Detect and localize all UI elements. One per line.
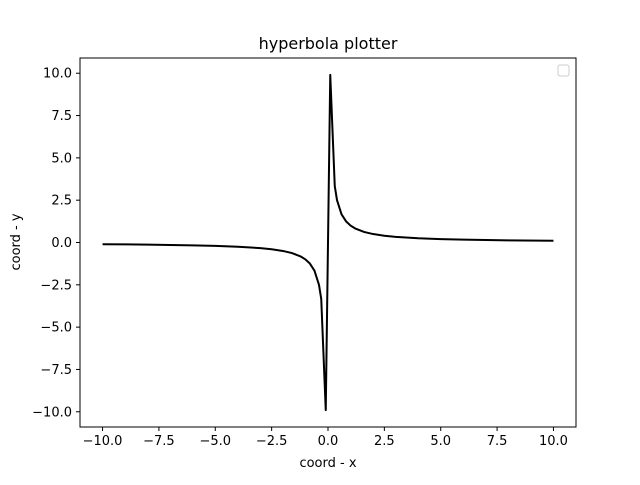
legend-box [557, 64, 570, 77]
y-tick-label: 0.0 [51, 236, 72, 251]
x-tick-label: −10.0 [83, 434, 123, 449]
y-axis-label: coord - y [9, 213, 24, 270]
legend [557, 64, 570, 77]
series-line-0 [102, 73, 554, 412]
y-tick-label: 2.5 [51, 194, 72, 209]
y-tick-label: −10.0 [32, 405, 72, 420]
y-tick-label: 10.0 [43, 67, 72, 82]
y-tick-label: 5.0 [51, 151, 72, 166]
chart-marks [102, 73, 554, 412]
y-tick-label: −2.5 [40, 278, 72, 293]
x-tick-label: 0.0 [318, 434, 339, 449]
y-tick-label: −5.0 [40, 321, 72, 336]
x-tick-label: −7.5 [143, 434, 175, 449]
x-tick-label: −2.5 [256, 434, 288, 449]
x-axis-label: coord - x [299, 456, 356, 471]
x-tick-label: 2.5 [374, 434, 395, 449]
x-tick-label: 7.5 [487, 434, 508, 449]
x-tick-label: −5.0 [199, 434, 231, 449]
chart-title: hyperbola plotter [259, 34, 398, 53]
x-tick-label: 5.0 [430, 434, 451, 449]
axis-ticks: −10.0 −7.5 −5.0 −2.5 0.0 2.5 5.0 7.5 10.0 −10.0 −7… [32, 67, 568, 449]
plot-frame [79, 57, 577, 428]
y-tick-label: 7.5 [51, 109, 72, 124]
x-tick-label: 10.0 [539, 434, 568, 449]
y-tick-label: −7.5 [40, 363, 72, 378]
